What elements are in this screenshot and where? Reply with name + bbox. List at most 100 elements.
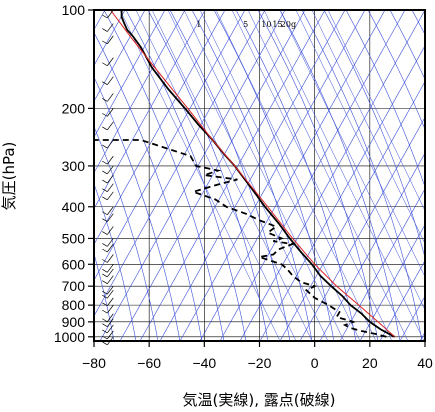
- grid-layer: [94, 10, 425, 341]
- wind-barb: [102, 213, 114, 222]
- isotherm-line: [94, 10, 226, 245]
- adiabat-line: [103, 10, 225, 341]
- isotherm-line: [179, 10, 366, 341]
- barb-flag: [102, 341, 108, 346]
- wind-barb: [102, 9, 114, 19]
- barb-staff: [107, 324, 114, 334]
- barb-staff: [107, 330, 114, 340]
- adiabat-line: [257, 10, 379, 341]
- wind-barb: [102, 183, 114, 192]
- isotherm-line: [94, 10, 266, 317]
- barb-staff: [107, 238, 114, 247]
- y-tick-label: 200: [62, 100, 86, 116]
- wind-barb: [102, 174, 114, 184]
- adiabat-line: [94, 125, 159, 341]
- y-axis-title: 気圧(hPa): [0, 142, 18, 211]
- barb-flag: [102, 302, 108, 307]
- barb-staff: [107, 254, 114, 263]
- barb-flag: [102, 309, 108, 314]
- isotherm-line: [199, 10, 386, 341]
- wind-barb: [102, 35, 114, 45]
- isotherm-line: [159, 10, 346, 341]
- series-line-1: [94, 139, 387, 338]
- mixing-ratio-line: [151, 10, 313, 341]
- adiabat-line: [94, 76, 181, 341]
- isotherm-line: [94, 10, 246, 281]
- wind-barb: [102, 285, 114, 295]
- adiabat-line: [94, 252, 115, 341]
- barb-staff: [107, 57, 114, 66]
- wind-barb: [102, 139, 114, 149]
- x-tick-label: 20: [362, 355, 378, 371]
- barb-flag: [102, 248, 108, 253]
- barb-flag: [102, 188, 108, 192]
- isotherm-line: [239, 10, 425, 341]
- barb-flag: [102, 14, 108, 19]
- barb-staff: [107, 275, 114, 284]
- adiabat-line: [345, 10, 425, 188]
- barb-flag: [102, 269, 108, 273]
- wind-barb: [102, 206, 114, 216]
- background-lines: [94, 10, 425, 341]
- barb-flag: [102, 28, 108, 32]
- wind-barb: [102, 264, 114, 273]
- mixing-ratio-label: 20g: [281, 20, 296, 29]
- isotherm-line: [259, 45, 425, 341]
- barb-staff: [107, 174, 114, 184]
- adiabat-line: [389, 10, 425, 80]
- barb-staff: [107, 213, 114, 222]
- barb-staff: [107, 243, 114, 253]
- adiabat-line: [301, 10, 423, 341]
- barb-flag: [102, 40, 108, 45]
- mixing-ratio-line: [311, 10, 425, 245]
- x-tick-label: 0: [311, 355, 319, 371]
- x-axis-title: 気温(実線), 露点(破線): [183, 391, 336, 409]
- barb-staff: [107, 165, 114, 175]
- series-layer: [94, 10, 396, 338]
- barb-staff: [107, 183, 114, 192]
- wind-barb: [102, 226, 114, 235]
- adiabat-line: [94, 31, 203, 341]
- barb-staff: [107, 23, 114, 32]
- isotherm-line: [419, 331, 425, 341]
- x-tick-label: −80: [82, 355, 106, 371]
- barb-staff: [107, 285, 114, 295]
- wind-barb: [102, 324, 114, 334]
- wind-barb: [102, 268, 114, 278]
- barb-staff: [107, 206, 114, 215]
- wind-barb: [102, 254, 114, 263]
- wind-barb: [102, 108, 114, 117]
- barb-flag: [102, 318, 108, 323]
- y-tick-label: 700: [62, 278, 86, 294]
- wind-barb: [102, 330, 114, 340]
- barb-flag: [102, 62, 108, 67]
- wind-barb: [102, 191, 114, 201]
- x-tick-label: −20: [248, 355, 272, 371]
- barb-flag: [102, 323, 108, 327]
- isotherm-line: [99, 10, 286, 341]
- wind-barb: [102, 23, 114, 32]
- wind-barb: [102, 76, 114, 86]
- barb-staff: [107, 139, 114, 149]
- x-tick-label: 40: [417, 355, 433, 371]
- mixing-ratio-line: [263, 10, 425, 341]
- barb-staff: [107, 155, 114, 165]
- y-tick-label: 600: [62, 256, 86, 272]
- adiabat-line: [235, 10, 357, 341]
- wind-barb: [102, 313, 114, 323]
- mixing-ratio-line: [135, 10, 297, 341]
- adiabat-line: [94, 183, 137, 341]
- barb-flag: [102, 170, 108, 175]
- mixing-ratio-line: [295, 10, 425, 278]
- adiabat-line: [125, 10, 247, 341]
- wind-barb: [102, 289, 114, 299]
- barb-flag: [102, 98, 108, 102]
- barb-staff: [107, 108, 114, 117]
- y-tick-label: 300: [62, 158, 86, 174]
- mixing-ratio-label: 15: [272, 20, 282, 29]
- x-axis-ticks: −80 −60 −40 −20 0 20 40: [82, 341, 433, 371]
- isotherm-line: [279, 80, 425, 341]
